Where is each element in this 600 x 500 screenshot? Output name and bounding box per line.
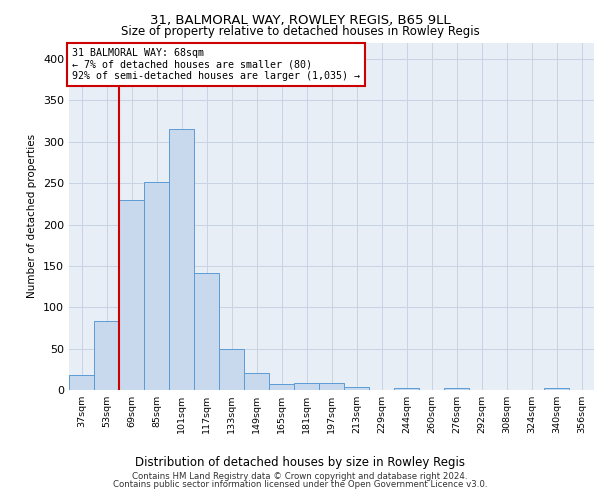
Bar	[94, 322, 119, 390]
Text: Size of property relative to detached houses in Rowley Regis: Size of property relative to detached ho…	[121, 25, 479, 38]
Text: 31, BALMORAL WAY, ROWLEY REGIS, B65 9LL: 31, BALMORAL WAY, ROWLEY REGIS, B65 9LL	[149, 14, 451, 27]
Bar	[544, 388, 569, 390]
Bar	[344, 386, 369, 390]
Bar	[319, 382, 344, 390]
Bar	[69, 375, 94, 390]
Bar	[169, 130, 194, 390]
Y-axis label: Number of detached properties: Number of detached properties	[28, 134, 37, 298]
Bar	[119, 200, 144, 390]
Bar	[144, 182, 169, 390]
Text: Contains HM Land Registry data © Crown copyright and database right 2024.: Contains HM Land Registry data © Crown c…	[132, 472, 468, 481]
Bar	[394, 388, 419, 390]
Bar	[219, 348, 244, 390]
Text: Contains public sector information licensed under the Open Government Licence v3: Contains public sector information licen…	[113, 480, 487, 489]
Bar	[294, 382, 319, 390]
Bar	[244, 374, 269, 390]
Text: 31 BALMORAL WAY: 68sqm
← 7% of detached houses are smaller (80)
92% of semi-deta: 31 BALMORAL WAY: 68sqm ← 7% of detached …	[71, 48, 359, 81]
Bar	[194, 274, 219, 390]
Bar	[269, 384, 294, 390]
Text: Distribution of detached houses by size in Rowley Regis: Distribution of detached houses by size …	[135, 456, 465, 469]
Bar	[444, 388, 469, 390]
